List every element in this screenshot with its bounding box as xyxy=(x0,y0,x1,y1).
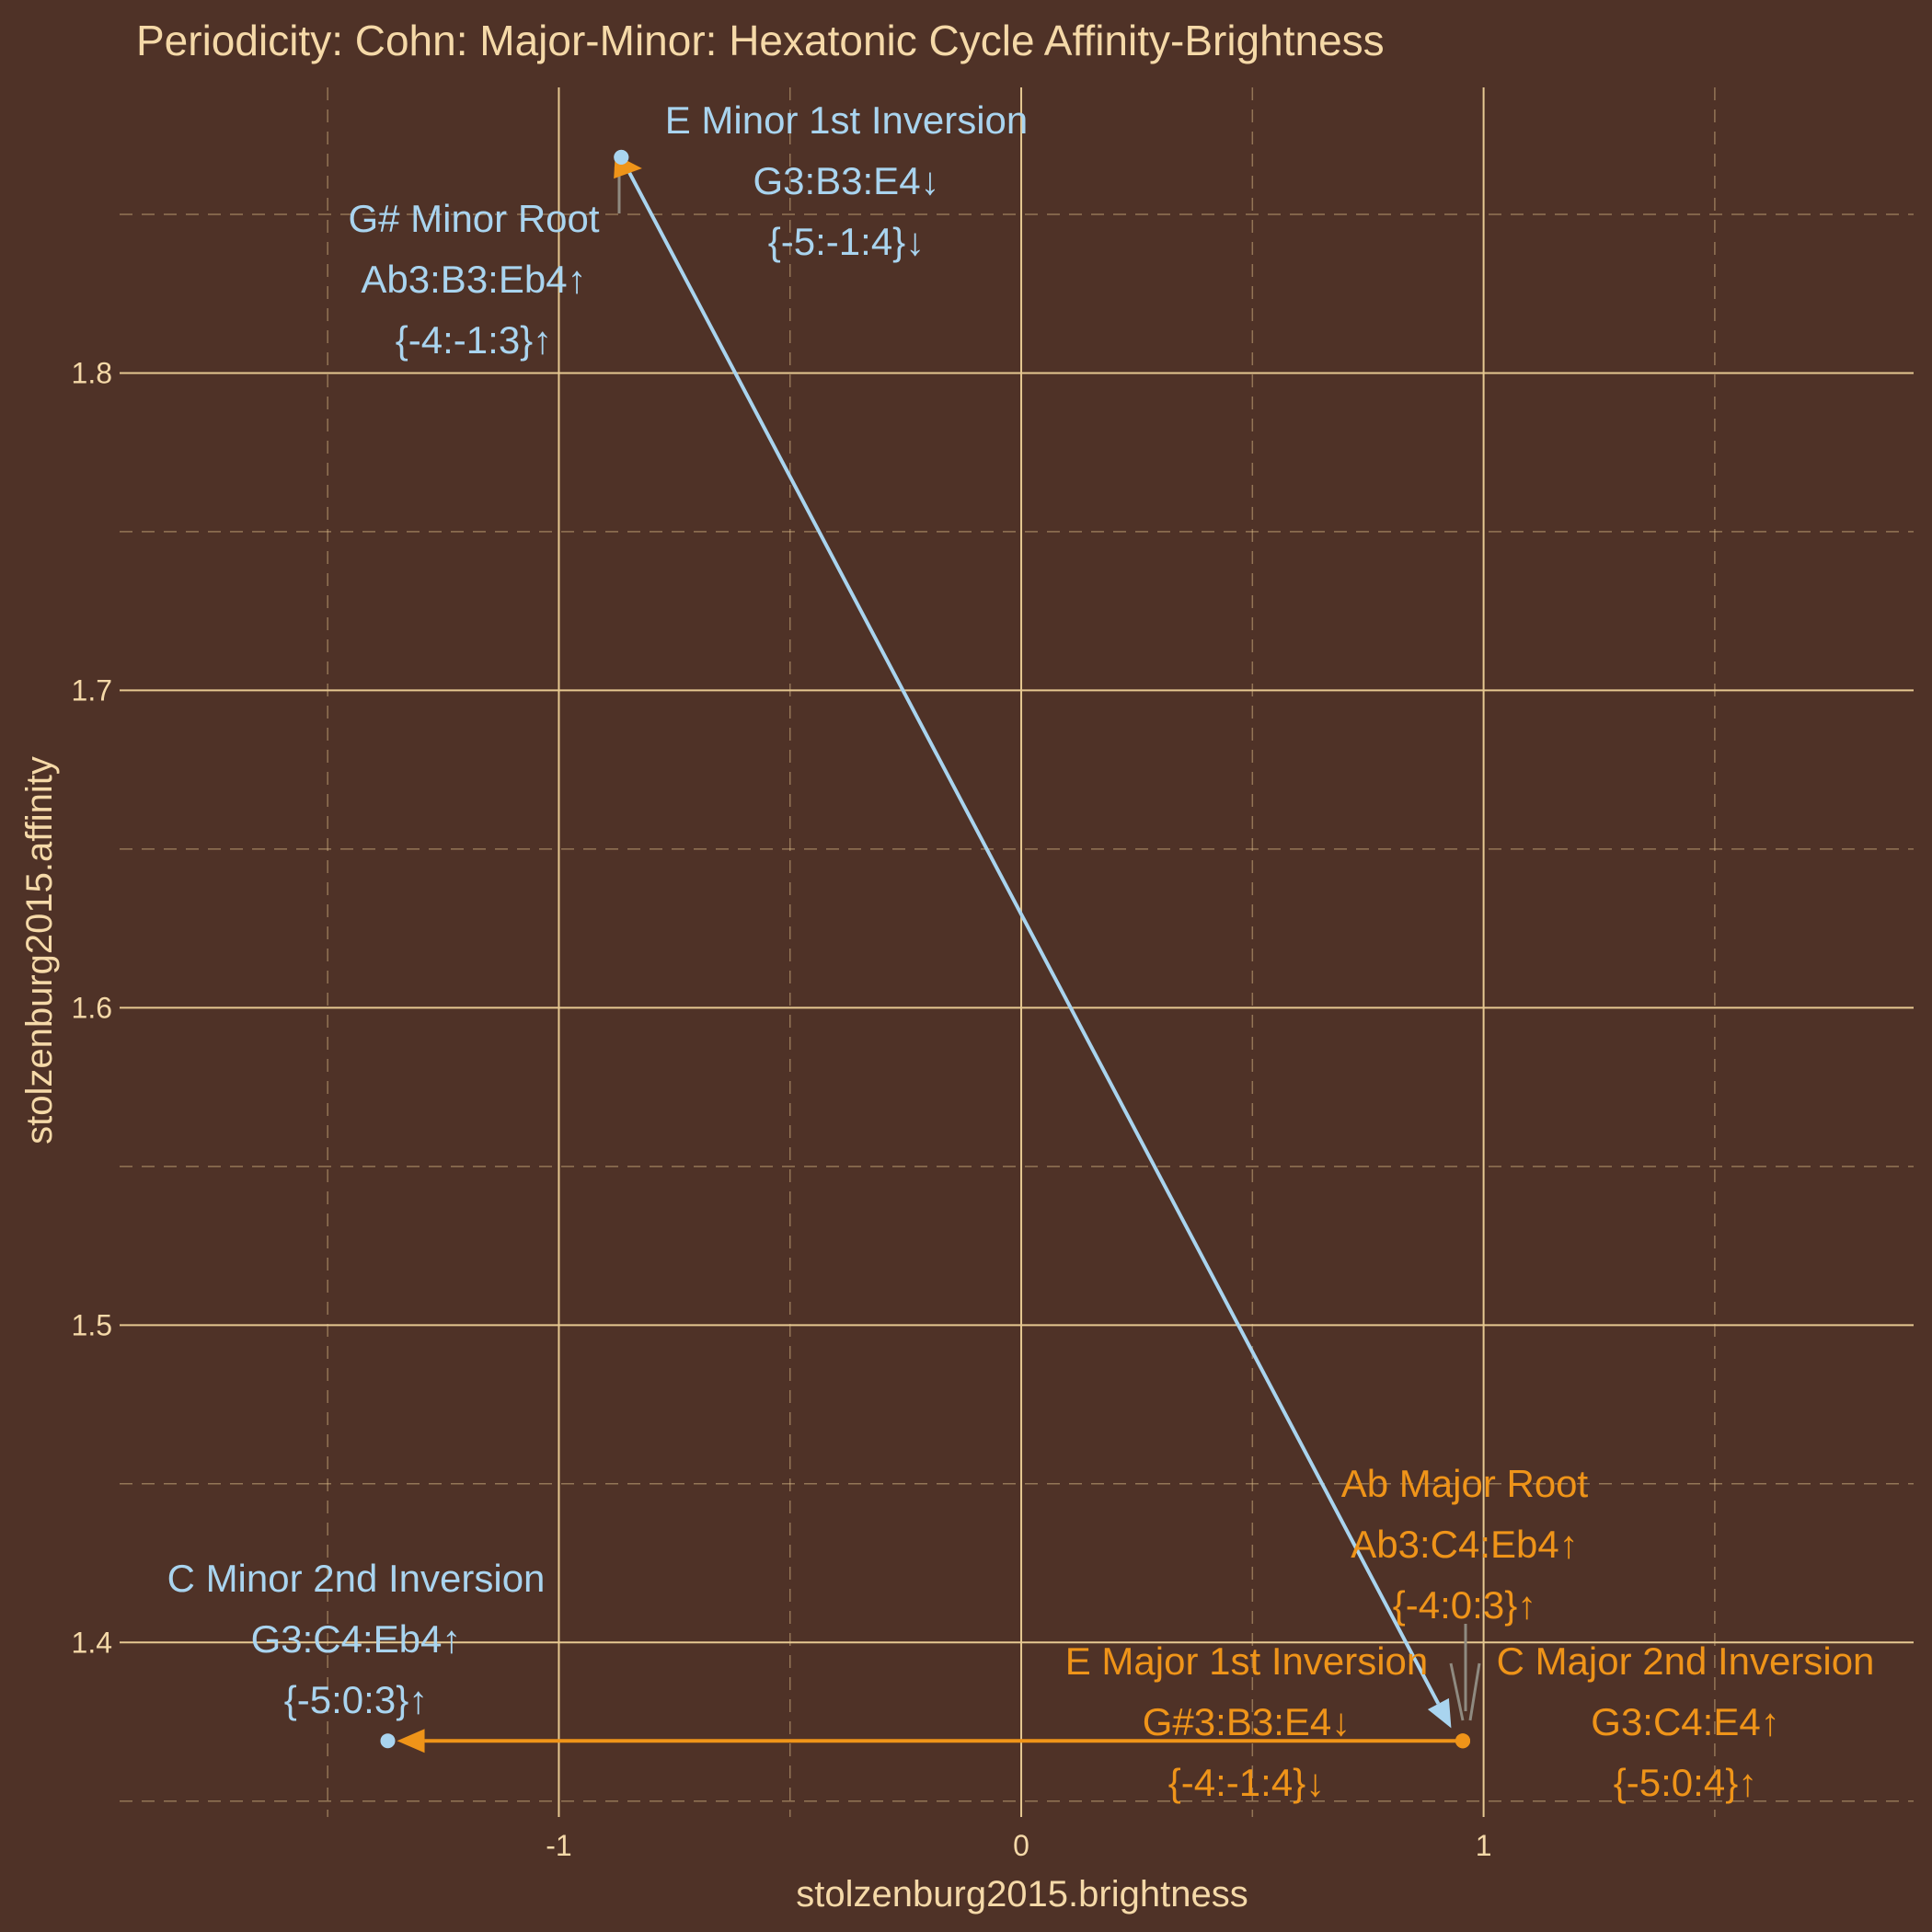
chart-title: Periodicity: Cohn: Major-Minor: Hexatoni… xyxy=(136,17,1385,64)
x-tick-label: -1 xyxy=(546,1829,571,1862)
point-label-notes: G3:B3:E4↓ xyxy=(753,159,939,202)
x-tick-label: 0 xyxy=(1013,1829,1029,1862)
y-axis-title: stolzenburg2015.affinity xyxy=(19,756,60,1144)
point-label-notes: Ab3:C4:Eb4↑ xyxy=(1351,1523,1579,1566)
transition-arrow-line xyxy=(619,155,1441,1705)
transition-arrow-head xyxy=(1427,1697,1452,1729)
point-label-intervals: {-4:-1:4}↓ xyxy=(1168,1761,1325,1804)
y-tick-label: 1.6 xyxy=(72,991,112,1024)
point-label-name: C Major 2nd Inversion xyxy=(1497,1639,1875,1683)
data-points xyxy=(380,149,1470,1749)
point-label-name: G# Minor Root xyxy=(348,197,599,240)
label-connector xyxy=(1468,1662,1481,1721)
point-label-name: Ab Major Root xyxy=(1341,1462,1589,1505)
point-labels: E Minor 1st Inversion G3:B3:E4↓ {-5:-1:4}↓… xyxy=(167,98,1875,1804)
point-label-intervals: {-5:-1:4}↓ xyxy=(768,220,925,263)
x-axis-title: stolzenburg2015.brightness xyxy=(796,1874,1248,1915)
data-point xyxy=(614,149,629,165)
x-tick-label: 1 xyxy=(1476,1829,1492,1862)
point-label-intervals: {-4:-1:3}↑ xyxy=(396,318,552,362)
point-label-notes: G3:C4:E4↑ xyxy=(1591,1700,1779,1743)
point-label-name: C Minor 2nd Inversion xyxy=(167,1557,546,1600)
y-tick-label: 1.8 xyxy=(72,356,112,389)
point-label-name: E Minor 1st Inversion xyxy=(665,98,1029,142)
y-tick-label: 1.7 xyxy=(72,673,112,707)
point-label-notes: G3:C4:Eb4↑ xyxy=(251,1617,462,1661)
point-label-notes: G#3:B3:E4↓ xyxy=(1143,1700,1351,1743)
data-point xyxy=(380,1733,396,1749)
transition-arrows xyxy=(397,155,1463,1754)
grid xyxy=(120,87,1914,1817)
y-tick-label: 1.5 xyxy=(72,1308,112,1341)
point-label-name: E Major 1st Inversion xyxy=(1065,1639,1429,1683)
label-connector xyxy=(1449,1662,1465,1721)
y-tick-label: 1.4 xyxy=(72,1626,112,1659)
point-label-intervals: {-5:0:3}↑ xyxy=(284,1678,428,1721)
point-label-notes: Ab3:B3:Eb4↑ xyxy=(361,258,586,301)
point-label-intervals: {-5:0:4}↑ xyxy=(1614,1761,1757,1804)
transition-arrow-head xyxy=(397,1729,425,1754)
data-point xyxy=(1455,1733,1470,1749)
point-label-intervals: {-4:0:3}↑ xyxy=(1393,1583,1536,1627)
axes: Periodicity: Cohn: Major-Minor: Hexatoni… xyxy=(19,17,1492,1915)
